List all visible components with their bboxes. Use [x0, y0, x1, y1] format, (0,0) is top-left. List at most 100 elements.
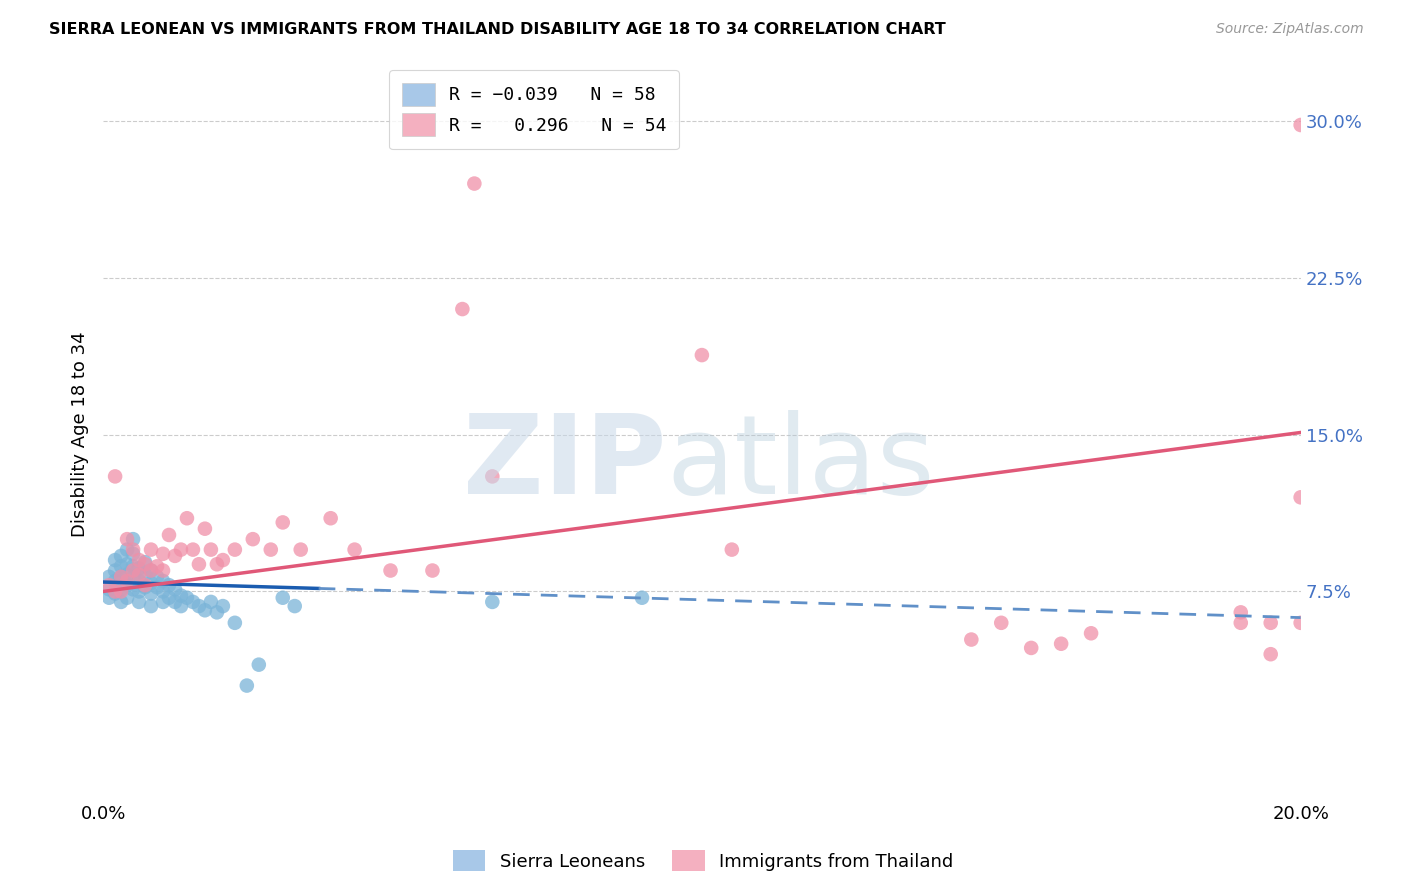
- Point: [247, 657, 270, 672]
- Point: [271, 516, 294, 530]
- Point: [146, 580, 169, 594]
- Point: [110, 549, 132, 563]
- Point: [152, 574, 174, 588]
- Point: [380, 564, 402, 578]
- Point: [128, 584, 150, 599]
- Point: [343, 542, 366, 557]
- Point: [128, 595, 150, 609]
- Point: [1229, 606, 1251, 620]
- Point: [146, 559, 169, 574]
- Point: [98, 570, 121, 584]
- Point: [205, 606, 228, 620]
- Point: [1229, 615, 1251, 630]
- Point: [122, 564, 145, 578]
- Point: [104, 564, 127, 578]
- Point: [115, 542, 138, 557]
- Point: [721, 542, 744, 557]
- Point: [139, 599, 162, 613]
- Point: [128, 567, 150, 582]
- Point: [205, 558, 228, 572]
- Point: [176, 591, 198, 605]
- Point: [134, 580, 156, 594]
- Point: [104, 574, 127, 588]
- Point: [115, 532, 138, 546]
- Point: [134, 567, 156, 582]
- Point: [284, 599, 307, 613]
- Point: [122, 542, 145, 557]
- Point: [134, 578, 156, 592]
- Point: [157, 578, 180, 592]
- Point: [110, 570, 132, 584]
- Text: SIERRA LEONEAN VS IMMIGRANTS FROM THAILAND DISABILITY AGE 18 TO 34 CORRELATION C: SIERRA LEONEAN VS IMMIGRANTS FROM THAILA…: [49, 22, 946, 37]
- Point: [1260, 647, 1282, 661]
- Point: [152, 595, 174, 609]
- Point: [271, 591, 294, 605]
- Point: [115, 574, 138, 588]
- Point: [115, 578, 138, 592]
- Point: [290, 542, 312, 557]
- Point: [200, 542, 222, 557]
- Point: [139, 542, 162, 557]
- Point: [422, 564, 444, 578]
- Point: [960, 632, 983, 647]
- Point: [187, 558, 209, 572]
- Point: [98, 591, 121, 605]
- Point: [115, 558, 138, 572]
- Point: [224, 615, 246, 630]
- Point: [128, 553, 150, 567]
- Point: [122, 547, 145, 561]
- Point: [134, 555, 156, 569]
- Point: [181, 595, 204, 609]
- Point: [152, 564, 174, 578]
- Y-axis label: Disability Age 18 to 34: Disability Age 18 to 34: [72, 332, 89, 537]
- Point: [104, 469, 127, 483]
- Point: [152, 584, 174, 599]
- Point: [163, 549, 186, 563]
- Point: [163, 595, 186, 609]
- Point: [242, 532, 264, 546]
- Point: [170, 542, 193, 557]
- Point: [481, 595, 503, 609]
- Point: [990, 615, 1012, 630]
- Point: [170, 599, 193, 613]
- Point: [139, 576, 162, 591]
- Point: [1080, 626, 1102, 640]
- Point: [1019, 640, 1042, 655]
- Point: [110, 595, 132, 609]
- Point: [690, 348, 713, 362]
- Point: [98, 578, 121, 592]
- Point: [110, 570, 132, 584]
- Point: [1050, 637, 1073, 651]
- Point: [212, 553, 235, 567]
- Point: [236, 679, 259, 693]
- Point: [115, 567, 138, 582]
- Point: [115, 591, 138, 605]
- Point: [212, 599, 235, 613]
- Point: [451, 301, 474, 316]
- Point: [128, 574, 150, 588]
- Point: [110, 559, 132, 574]
- Legend: R = −0.039   N = 58, R =   0.296   N = 54: R = −0.039 N = 58, R = 0.296 N = 54: [389, 70, 679, 149]
- Point: [157, 591, 180, 605]
- Point: [1289, 615, 1312, 630]
- Point: [1260, 615, 1282, 630]
- Point: [139, 586, 162, 600]
- Point: [122, 582, 145, 597]
- Point: [1289, 118, 1312, 132]
- Point: [194, 603, 217, 617]
- Point: [122, 570, 145, 584]
- Point: [170, 589, 193, 603]
- Point: [152, 547, 174, 561]
- Point: [98, 582, 121, 597]
- Point: [104, 553, 127, 567]
- Point: [110, 584, 132, 599]
- Text: Source: ZipAtlas.com: Source: ZipAtlas.com: [1216, 22, 1364, 37]
- Point: [1289, 491, 1312, 505]
- Text: ZIP: ZIP: [463, 410, 666, 517]
- Point: [194, 522, 217, 536]
- Point: [157, 528, 180, 542]
- Point: [110, 582, 132, 597]
- Point: [260, 542, 283, 557]
- Point: [176, 511, 198, 525]
- Point: [146, 570, 169, 584]
